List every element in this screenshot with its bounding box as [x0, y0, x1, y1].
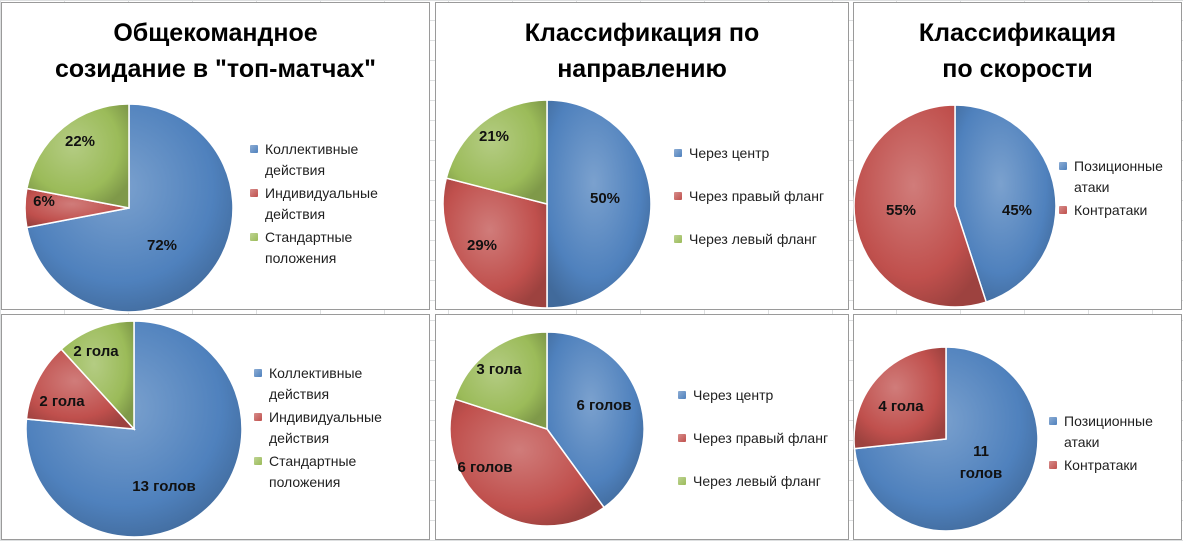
legend-swatch	[250, 233, 258, 241]
legend-item: Через центр	[678, 385, 828, 406]
chart-collective-creation-goals[interactable]: 13 голов 2 гола 2 гола Коллективные действ…	[1, 314, 430, 540]
pie-slice-2[interactable]	[442, 177, 548, 309]
legend-item: Через правый фланг	[678, 428, 828, 449]
slice-data-label: 6%	[33, 193, 55, 210]
legend-item: Стандартные положения	[250, 227, 378, 269]
pie-slice-2[interactable]	[853, 104, 988, 308]
pie-slice-1[interactable]	[954, 104, 1057, 304]
legend-swatch	[1049, 461, 1057, 469]
pie-slice-3[interactable]	[60, 320, 135, 431]
legend-label: Стандартные положения	[269, 453, 357, 490]
pie-chart: 50% 29% 21%	[442, 99, 652, 309]
legend-item: Позиционные атаки	[1049, 411, 1153, 453]
legend-item: Контратаки	[1049, 455, 1153, 476]
slice-data-label: 2 гола	[73, 343, 119, 360]
slice-data-label: 6 голов	[576, 397, 631, 414]
pie-chart: 72% 6% 22%	[24, 103, 234, 313]
legend-label: Контратаки	[1074, 202, 1148, 218]
chart-direction-goals[interactable]: 6 голов 6 голов 3 гола Через центр Через пр…	[435, 314, 849, 540]
chart-collective-creation-percent[interactable]: Общекомандное созидание в "топ-матчах" 7…	[1, 2, 430, 313]
legend-swatch	[250, 189, 258, 197]
legend-swatch	[254, 457, 262, 465]
slice-data-label: 50%	[590, 190, 620, 207]
legend-swatch	[678, 391, 686, 399]
chart-legend: Через центр Через правый фланг Через левый…	[674, 143, 824, 272]
slice-data-label: 22%	[65, 133, 95, 150]
legend-label: Контратаки	[1064, 457, 1138, 473]
legend-item: Контратаки	[1059, 200, 1163, 221]
legend-label: Позиционные атаки	[1074, 158, 1163, 195]
legend-label: Через левый фланг	[693, 473, 821, 489]
pie-chart: 6 голов 6 голов 3 гола	[449, 331, 645, 527]
slice-data-label: 6 голов	[457, 459, 512, 476]
chart-legend: Позиционные атаки Контратаки	[1049, 411, 1153, 498]
legend-label: Индивидуальные действия	[265, 185, 378, 222]
pie-chart: 11 голов 4 гола	[853, 346, 1039, 532]
slice-data-label: 3 гола	[476, 361, 522, 378]
legend-swatch	[674, 149, 682, 157]
legend-swatch	[678, 434, 686, 442]
slice-data-label: 45%	[1002, 202, 1032, 219]
legend-swatch	[254, 413, 262, 421]
legend-label: Позиционные атаки	[1064, 413, 1153, 450]
legend-label: Через центр	[689, 145, 770, 161]
pie-slice-3[interactable]	[453, 331, 548, 431]
legend-item: Через левый фланг	[678, 471, 828, 492]
slice-data-label: 29%	[467, 237, 497, 254]
legend-swatch	[250, 145, 258, 153]
pie-slice-3[interactable]	[25, 103, 130, 209]
pie-slice-1[interactable]	[25, 320, 243, 538]
chart-direction-percent[interactable]: Классификация по направлению 50% 29% 21% Ч…	[435, 2, 849, 310]
pie-slice-3[interactable]	[445, 99, 548, 205]
legend-swatch	[674, 235, 682, 243]
pie-slice-2[interactable]	[449, 398, 606, 527]
pie-chart: 13 голов 2 гола 2 гола	[25, 320, 243, 538]
chart-speed-goals[interactable]: 11 голов 4 гола Позиционные атаки Контратак…	[853, 314, 1182, 540]
legend-item: Коллективные действия	[250, 139, 378, 181]
legend-label: Стандартные положения	[265, 229, 353, 266]
pie-slice-1[interactable]	[546, 331, 645, 509]
legend-item: Позиционные атаки	[1059, 156, 1163, 198]
legend-label: Через центр	[693, 387, 774, 403]
legend-item: Индивидуальные действия	[250, 183, 378, 225]
legend-item: Стандартные положения	[254, 451, 382, 493]
legend-label: Через правый фланг	[693, 430, 829, 446]
legend-item: Коллективные действия	[254, 363, 382, 405]
slice-data-label: 55%	[886, 202, 916, 219]
pie-slice-1[interactable]	[546, 99, 652, 309]
legend-swatch	[674, 192, 682, 200]
legend-swatch	[1049, 417, 1057, 425]
legend-label: Коллективные действия	[269, 365, 363, 402]
pie-chart: 45% 55%	[853, 104, 1057, 308]
chart-legend: Через центр Через правый фланг Через левый…	[678, 385, 828, 514]
legend-item: Индивидуальные действия	[254, 407, 382, 449]
legend-swatch	[678, 477, 686, 485]
slice-data-label: 13 голов	[132, 478, 195, 495]
chart-legend: Позиционные атаки Контратаки	[1059, 156, 1163, 243]
slice-data-label: 72%	[147, 237, 177, 254]
chart-legend: Коллективные действия Индивидуальные дейс…	[250, 139, 378, 271]
slice-data-label: 11 голов	[960, 443, 1003, 482]
pie-slice-2[interactable]	[25, 348, 136, 430]
legend-swatch	[1059, 206, 1067, 214]
legend-item: Через левый фланг	[674, 229, 824, 250]
pie-slice-1[interactable]	[25, 103, 234, 313]
legend-swatch	[254, 369, 262, 377]
chart-title: Классификация по направлению	[524, 19, 760, 83]
pie-slice-2[interactable]	[853, 346, 947, 450]
legend-label: Индивидуальные действия	[269, 409, 382, 446]
legend-swatch	[1059, 162, 1067, 170]
slice-data-label: 2 гола	[39, 393, 85, 410]
slice-data-label: 4 гола	[878, 398, 924, 415]
legend-item: Через правый фланг	[674, 186, 824, 207]
legend-item: Через центр	[674, 143, 824, 164]
chart-speed-percent[interactable]: Классификация по скорости 45% 55% Позицио…	[853, 2, 1182, 310]
legend-label: Через левый фланг	[689, 231, 817, 247]
slice-data-label: 21%	[479, 128, 509, 145]
legend-label: Через правый фланг	[689, 188, 825, 204]
chart-title: Общекомандное созидание в "топ-матчах"	[55, 19, 376, 83]
chart-legend: Коллективные действия Индивидуальные дейс…	[254, 363, 382, 495]
legend-label: Коллективные действия	[265, 141, 359, 178]
chart-title: Классификация по скорости	[918, 19, 1117, 83]
